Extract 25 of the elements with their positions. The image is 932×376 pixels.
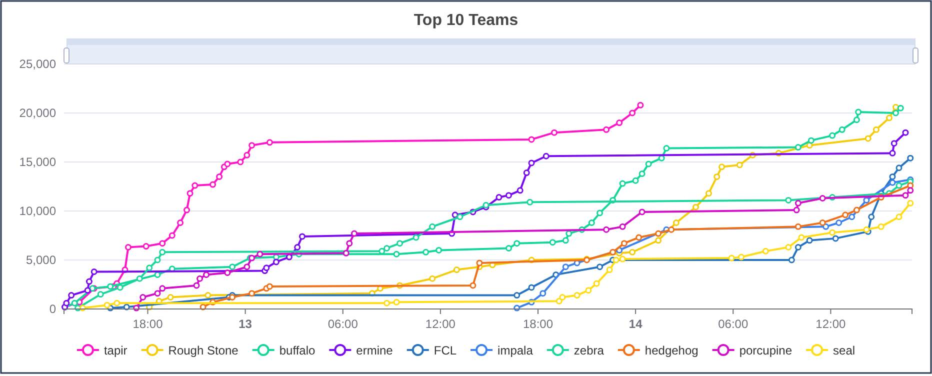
y-tick-label: 25,000: [19, 56, 56, 71]
legend-label: impala: [498, 344, 534, 358]
x-tick-label: 06:00: [718, 316, 748, 331]
legend-label: seal: [833, 344, 856, 358]
y-tick-label: 20,000: [19, 106, 56, 120]
x-tick-label: 13: [238, 316, 252, 331]
legend-label: buffalo: [279, 344, 316, 358]
x-tick-label: 18:00: [522, 316, 554, 331]
legend-label: tapir: [104, 344, 128, 358]
legend-label: Rough Stone: [168, 344, 239, 358]
legend-label: FCL: [434, 344, 457, 358]
x-tick-label: 18:00: [132, 316, 164, 331]
y-tick-label: 10,000: [19, 204, 56, 218]
x-tick-label: 12:00: [425, 316, 456, 331]
y-tick-label: 5,000: [26, 252, 56, 267]
x-tick-label: 14: [628, 316, 643, 331]
x-tick-label: 12:00: [816, 316, 846, 331]
chart-title: Top 10 Teams: [414, 12, 518, 29]
legend-label: porcupine: [739, 344, 792, 358]
legend-label: hedgehog: [644, 344, 698, 358]
y-tick-label: 0: [49, 302, 56, 316]
x-tick-label: 06:00: [328, 316, 358, 331]
legend-label: zebra: [574, 344, 604, 358]
y-tick-label: 15,000: [19, 154, 56, 169]
legend-label: ermine: [356, 344, 394, 358]
